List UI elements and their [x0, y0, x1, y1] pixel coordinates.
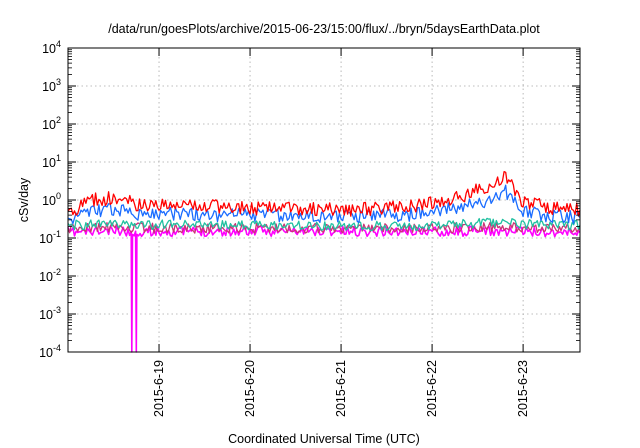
y-tick-label: 100	[42, 191, 61, 208]
x-tick-label: 2015-6-21	[334, 360, 348, 417]
x-tick-label: 2015-6-23	[516, 360, 530, 417]
series-line	[67, 217, 581, 232]
y-tick-label: 10-1	[39, 229, 61, 246]
y-tick-label: 10-2	[39, 267, 61, 284]
series-line	[67, 170, 581, 217]
series-layer	[67, 170, 581, 353]
x-axis-label: Coordinated Universal Time (UTC)	[228, 432, 420, 446]
y-tick-label: 10-4	[39, 343, 61, 360]
x-tick-label: 2015-6-19	[152, 360, 166, 417]
y-axis-label: cSv/day	[17, 177, 31, 222]
series-line	[67, 225, 581, 353]
series-line	[67, 184, 581, 225]
y-tick-label: 102	[42, 115, 61, 132]
x-tick-label: 2015-6-20	[243, 360, 257, 417]
x-tick-label: 2015-6-22	[425, 360, 439, 417]
chart-title: /data/run/goesPlots/archive/2015-06-23/1…	[108, 22, 540, 36]
y-tick-label: 10-3	[39, 305, 61, 322]
x-tick-labels: 2015-6-19 2015-6-20 2015-6-21 2015-6-22 2015…	[152, 360, 530, 417]
y-tick-label: 101	[42, 153, 61, 170]
grid	[68, 48, 580, 352]
y-tick-labels: 10-4 10-3 10-2 10-1 100 101 102 103 104	[39, 39, 61, 360]
ticks	[68, 47, 580, 353]
y-tick-label: 103	[42, 77, 61, 94]
y-tick-label: 104	[42, 39, 61, 56]
